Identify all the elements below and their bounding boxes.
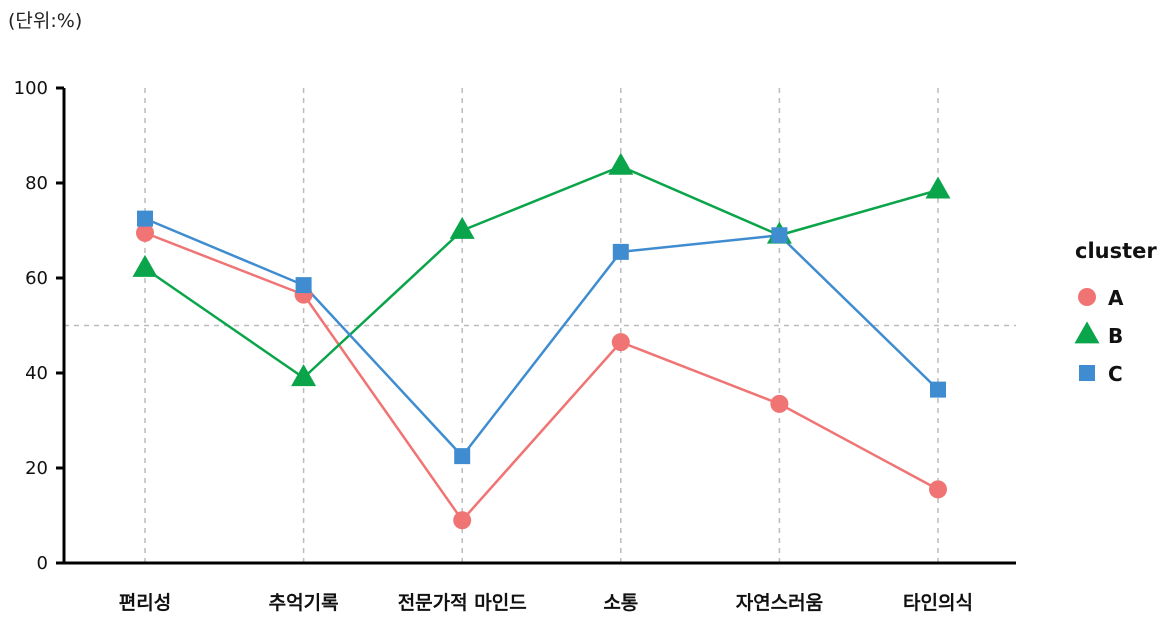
legend: cluster ABC — [1074, 239, 1157, 386]
y-tick-label: 60 — [25, 268, 48, 289]
data-point-a — [770, 394, 789, 413]
data-point-a — [929, 480, 947, 499]
series-line-a — [144, 231, 939, 522]
legend-label-c: C — [1108, 362, 1123, 386]
x-tick-label: 전문가적 마인드 — [398, 592, 527, 614]
legend-marker-c — [1079, 365, 1095, 381]
x-tick-label: 자연스러움 — [736, 592, 823, 614]
series-line-c — [144, 217, 939, 458]
grid-layer — [64, 88, 1016, 563]
series-line-b — [144, 165, 939, 379]
data-point-b — [291, 364, 317, 387]
y-tick-label: 40 — [25, 363, 48, 384]
x-tick-label: 편리성 — [119, 592, 171, 614]
y-tick-label: 0 — [37, 553, 48, 574]
data-point-c — [295, 277, 312, 294]
legend-label-a: A — [1108, 286, 1124, 310]
data-point-c — [454, 448, 471, 465]
axes-layer: 0 20 40 60 80 100 편리성 추억기록 전문가적 마인드 소통 자연스러움 타인의식 — [14, 78, 1016, 614]
data-point-c — [137, 210, 153, 227]
y-tick-label: 80 — [25, 173, 48, 194]
data-point-a — [136, 223, 154, 242]
data-point-c — [930, 381, 946, 398]
legend-label-b: B — [1108, 324, 1123, 348]
data-point-b — [449, 216, 475, 239]
unit-label: (단위:%) — [8, 10, 83, 32]
x-tick-label: 타인의식 — [903, 592, 973, 614]
data-point-b — [132, 254, 158, 277]
series-layer — [132, 152, 951, 530]
x-tick-label: 추억기록 — [269, 592, 339, 614]
data-point-c — [612, 243, 629, 260]
y-tick-label: 100 — [14, 78, 48, 99]
data-point-b — [608, 152, 634, 175]
legend-marker-a — [1078, 288, 1096, 306]
x-tick-label: 소통 — [603, 592, 638, 614]
legend-marker-b — [1074, 321, 1100, 344]
legend-title: cluster — [1075, 239, 1157, 263]
data-point-c — [771, 227, 788, 244]
y-tick-label: 20 — [25, 458, 48, 479]
data-point-a — [611, 333, 630, 352]
data-point-a — [453, 511, 472, 530]
data-point-b — [925, 176, 951, 199]
